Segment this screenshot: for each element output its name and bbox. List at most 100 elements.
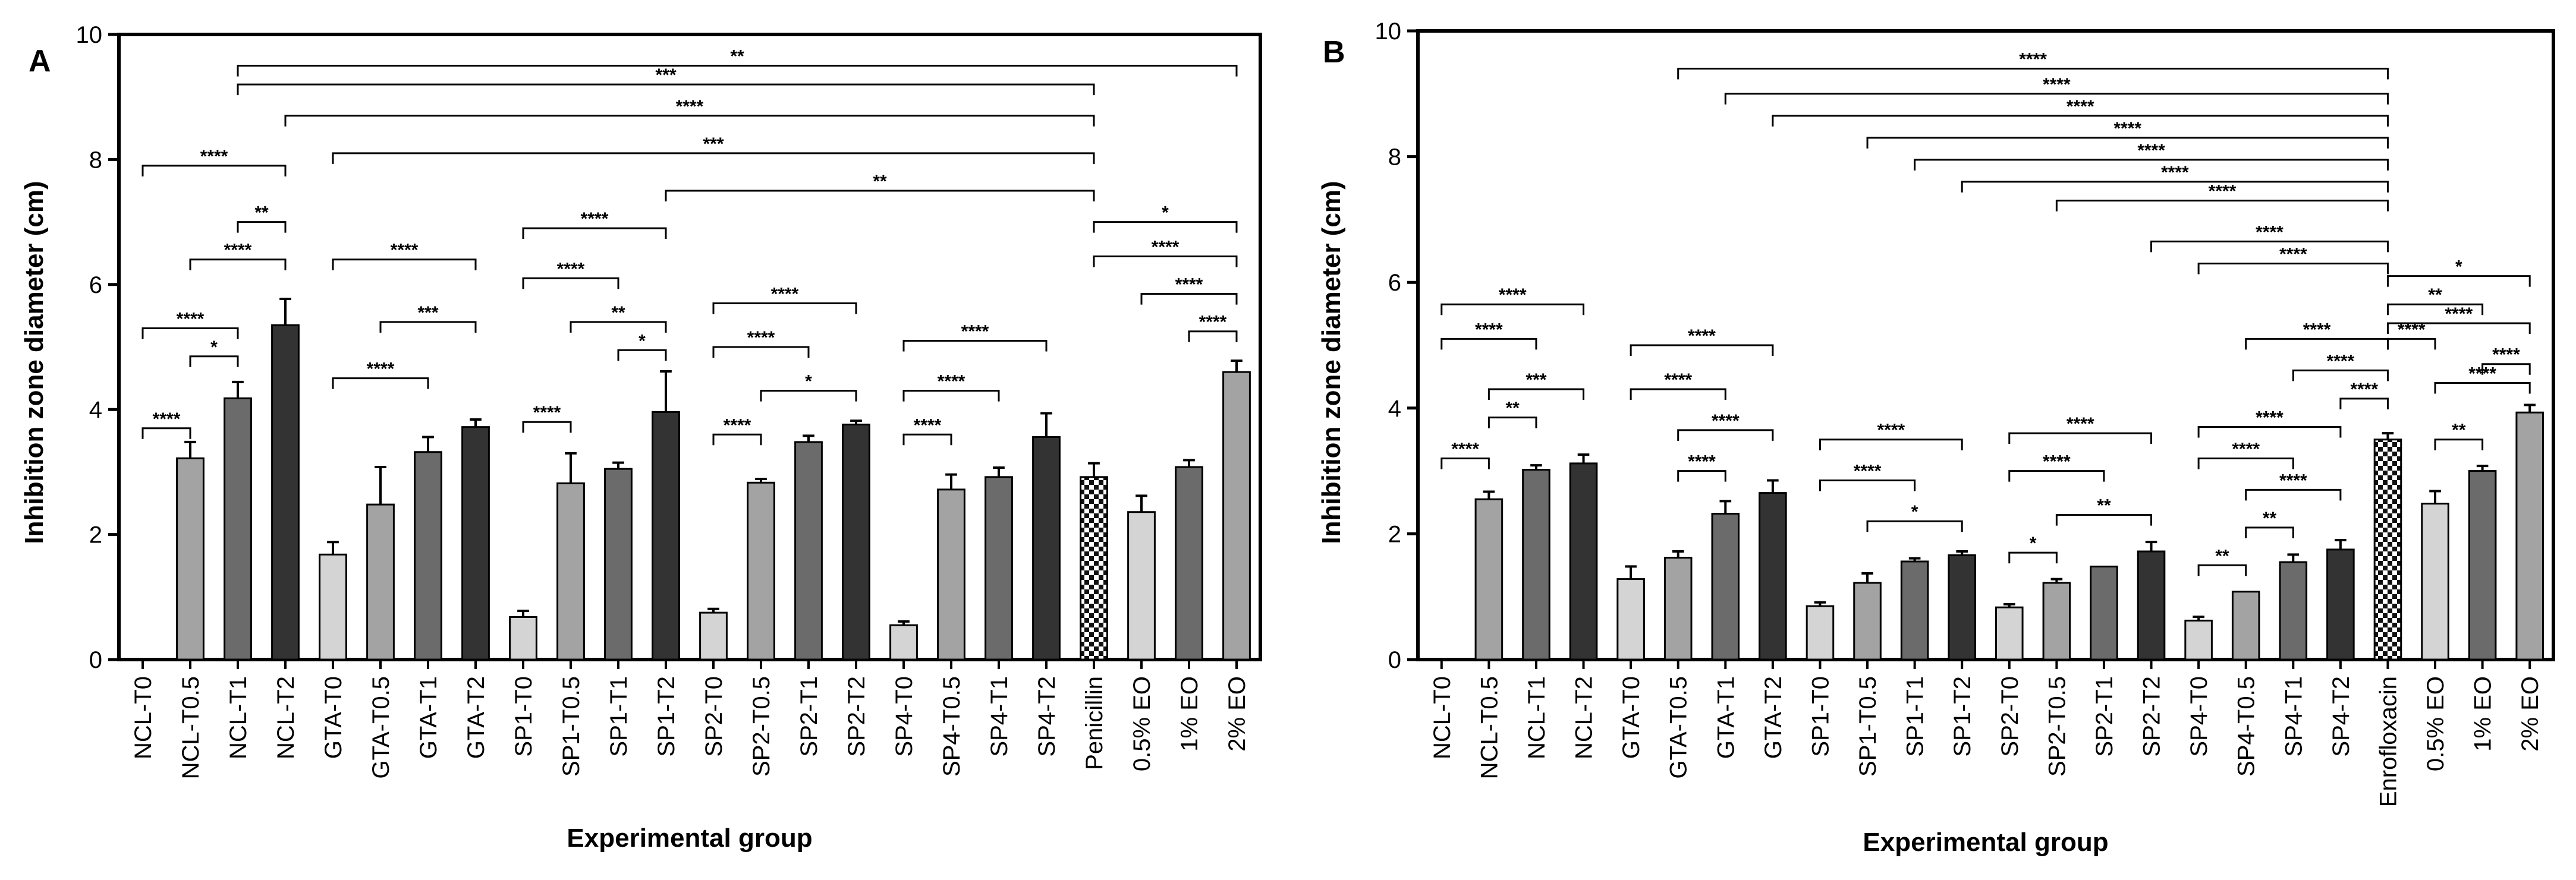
plot-frame [117,33,1262,661]
category-label: SP2-T2 [2139,676,2165,757]
significance-bracket [1140,293,1238,305]
significance-bracket [617,349,667,361]
bar [985,476,1013,661]
bar [1900,560,1929,661]
significance-bracket [1961,181,2389,193]
bar [1759,492,1787,661]
bar [2137,550,2166,661]
y-tick-label: 4 [1388,396,1401,422]
bar [509,616,537,661]
significance-label: ** [2215,546,2229,566]
significance-bracket [284,115,1095,127]
bar [1663,557,1693,661]
bar [2421,503,2449,661]
bar [937,488,965,661]
bar [461,426,490,661]
category-label: GTA-T0 [320,676,347,759]
bar [1616,578,1645,661]
bar [176,457,205,661]
category-label: SP4-T2 [1034,676,1060,757]
category-label: SP1-T2 [1949,676,1976,757]
significance-label: **** [676,97,704,116]
bar [271,324,300,661]
bar [842,423,870,661]
plot-frame [1416,29,2555,661]
category-label: SP1-T0 [511,676,537,757]
category-label: SP2-T0 [701,676,727,757]
significance-label: **** [2067,414,2094,434]
category-label: NCL-T1 [1524,676,1550,759]
significance-label: **** [581,209,609,229]
category-label: SP2-T0 [1997,676,2023,757]
significance-label: **** [1199,313,1227,332]
category-label: SP2-T0.5 [2044,676,2070,777]
significance-bracket [1630,344,1774,356]
bar [2373,439,2402,661]
significance-bracket [2245,488,2342,501]
significance-label: ** [2428,285,2442,305]
bar [2326,548,2355,661]
category-label: SP1-T1 [1902,676,1929,757]
category-label: NCL-T0 [130,676,156,759]
significance-bracket [1819,479,1916,491]
category-label: 0.5% EO [2423,676,2449,771]
significance-label: **** [1451,439,1479,459]
significance-bracket [1914,159,2389,171]
bar [1522,468,1550,661]
significance-bracket [237,221,287,233]
significance-bracket [1440,303,1585,316]
bar [1032,436,1061,661]
significance-label: ** [254,203,269,223]
significance-bracket [2150,240,2389,253]
significance-label: *** [655,65,676,85]
category-label: SP2-T0.5 [748,676,775,777]
significance-label: **** [367,359,395,379]
significance-bracket [1487,388,1585,400]
significance-label: **** [2043,452,2071,472]
category-label: NCL-T0.5 [1476,676,1502,779]
bar [1127,511,1156,661]
significance-bracket [1630,388,1726,400]
significance-bracket [2008,551,2058,564]
bar [556,482,585,661]
significance-label: **** [2113,119,2141,138]
significance-bracket [2386,338,2436,350]
significance-label: **** [2445,304,2473,324]
category-label: SP2-T1 [796,676,822,757]
significance-bracket [1819,439,1963,450]
significance-label: **** [2327,351,2355,371]
significance-label: **** [2492,345,2520,365]
category-label: GTA-T0.5 [368,676,394,779]
significance-label: **** [177,309,205,329]
category-label: GTA-T1 [1713,676,1739,759]
bar [319,553,347,661]
significance-bracket [570,321,667,333]
y-tick-label: 6 [1388,270,1401,296]
category-label: Enrofloxacin [2375,676,2401,807]
category-label: Penicillin [1081,676,1108,770]
panel-a-label: A [29,44,51,78]
significance-label: **** [2350,380,2378,399]
significance-label: **** [2279,471,2307,490]
significance-bracket [522,421,572,433]
y-tick-label: 10 [1375,18,1402,45]
category-label: GTA-T0 [1618,676,1644,759]
significance-bracket [2339,398,2389,409]
significance-label: **** [557,259,585,279]
significance-label: ** [1505,399,1520,418]
category-label: NCL-T0 [1429,676,1455,759]
category-label: SP1-T0 [1807,676,1833,757]
significance-label: **** [724,415,751,435]
significance-bracket [2386,275,2531,287]
panel-a-y-axis-title: Inhibition zone diameter (cm) [20,181,49,544]
significance-bracket [2292,369,2389,381]
significance-label: *** [703,134,724,154]
significance-bracket [2008,432,2153,444]
panel-b-label: B [1323,35,1345,70]
significance-label: **** [1688,326,1716,346]
category-label: SP4-T0.5 [2234,676,2260,777]
category-label: NCL-T1 [225,676,251,759]
significance-bracket [2481,363,2531,375]
bar [1806,605,1835,661]
category-label: SP4-T2 [2328,676,2354,757]
